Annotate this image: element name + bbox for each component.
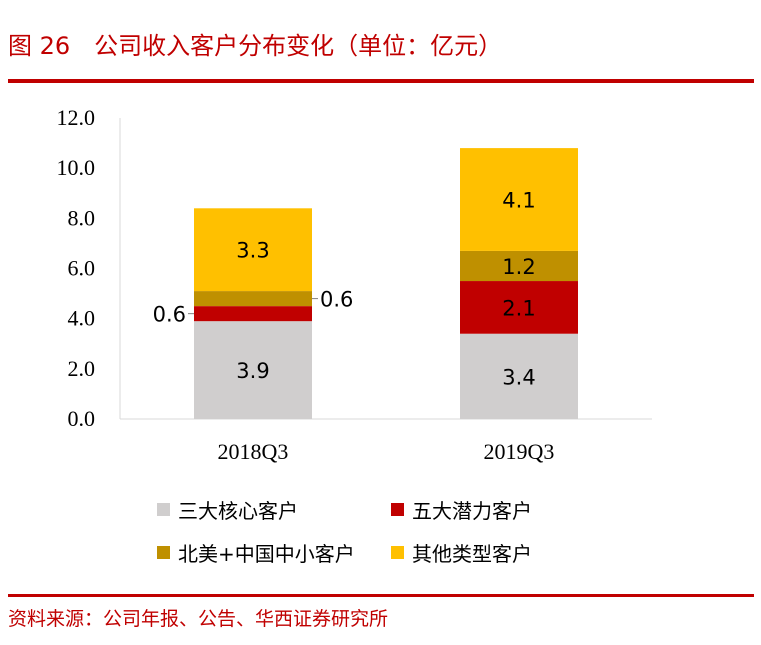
bar-segment	[460, 333, 578, 419]
legend-label: 其他类型客户	[412, 542, 532, 566]
legend-swatch	[391, 546, 404, 559]
y-tick-label: 2.0	[68, 356, 96, 381]
figure-title: 图 26 公司收入客户分布变化（单位：亿元）	[8, 32, 503, 60]
legend-item-3: 其他类型客户	[391, 538, 532, 567]
bar-segment	[194, 291, 312, 307]
y-tick-label: 10.0	[57, 155, 96, 180]
legend-item-2: 北美+中国中小客户	[157, 538, 355, 567]
y-tick-label: 8.0	[68, 205, 96, 230]
legend-label: 三大核心客户	[178, 499, 298, 523]
bar-segment	[194, 208, 312, 292]
bar-segment	[460, 281, 578, 334]
legend-swatch	[391, 503, 404, 516]
y-tick-label: 6.0	[68, 256, 96, 281]
data-label: 2.1	[502, 296, 535, 320]
bottom-divider	[8, 594, 754, 597]
y-tick-label: 12.0	[57, 105, 96, 130]
data-label: 0.6	[153, 303, 186, 327]
legend-item-0: 三大核心客户	[157, 495, 298, 524]
legend-label: 五大潜力客户	[412, 499, 532, 523]
data-label: 0.6	[320, 288, 353, 312]
x-tick-label: 2019Q3	[484, 439, 555, 464]
legend-swatch	[157, 503, 170, 516]
y-tick-label: 4.0	[68, 306, 96, 331]
stacked-bar-chart: 0.0 2.0 4.0 6.0 8.0 10.0 12.0 3.9 0.6 0.6 3.3 2018Q…	[57, 105, 652, 464]
data-label: 4.1	[502, 189, 535, 213]
bar-segment	[460, 250, 578, 282]
bar-segment	[194, 306, 312, 322]
legend-swatch	[157, 546, 170, 559]
data-label: 1.2	[502, 255, 535, 279]
bar-segment	[194, 321, 312, 419]
x-tick-label: 2018Q3	[218, 439, 289, 464]
data-label: 3.4	[502, 365, 535, 389]
legend-item-1: 五大潜力客户	[391, 495, 532, 524]
data-label: 3.3	[236, 239, 269, 263]
source-note: 资料来源：公司年报、公告、华西证券研究所	[8, 608, 389, 630]
bar-segment	[460, 148, 578, 251]
legend-label: 北美+中国中小客户	[178, 542, 355, 566]
top-divider	[8, 79, 754, 83]
data-label: 3.9	[236, 359, 269, 383]
y-tick-label: 0.0	[68, 406, 96, 431]
